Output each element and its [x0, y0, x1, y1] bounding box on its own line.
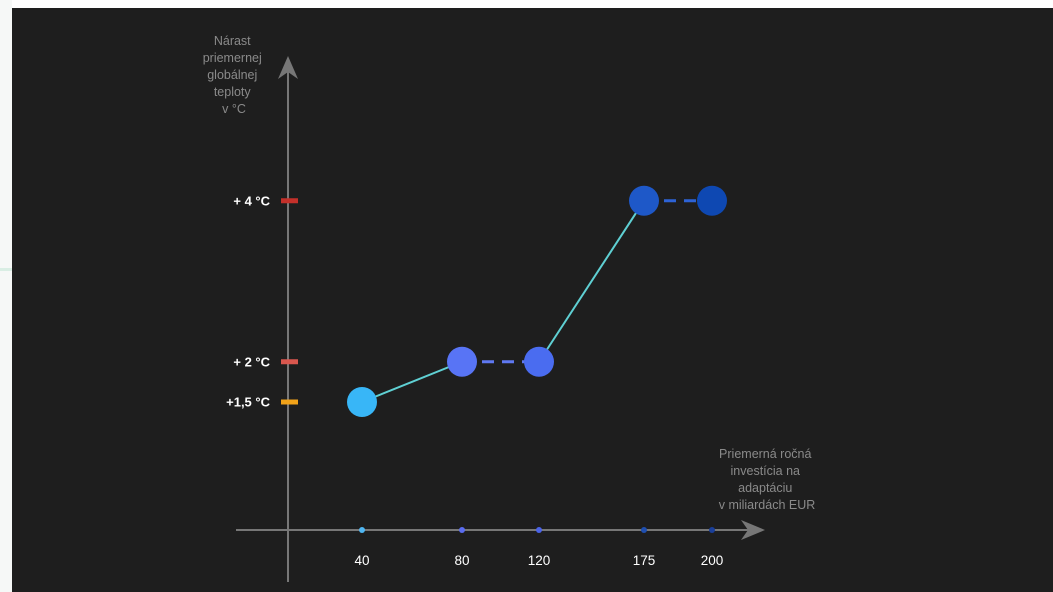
x-tick-label: 120 — [528, 553, 551, 568]
y-axis-label-line: v °C — [222, 102, 246, 116]
y-axis-label-line: priemernej — [203, 51, 262, 65]
x-tick-dot — [709, 527, 715, 533]
x-axis-label-line: investícia na — [731, 464, 801, 478]
x-tick-label: 175 — [633, 553, 656, 568]
chart-marks: +1,5 °C + 2 °C + 4 °C 40 80 120 175 200 — [226, 185, 727, 568]
trend-segment — [538, 200, 645, 363]
y-tick-label: + 2 °C — [233, 354, 270, 369]
data-point — [629, 185, 659, 216]
y-axis-label-line: Nárast — [214, 34, 251, 48]
x-tick-label: 200 — [701, 553, 724, 568]
y-tick-label: + 4 °C — [233, 193, 270, 208]
x-tick-dot — [641, 527, 647, 533]
chart: Nárast priemernej globálnej teploty v °C… — [203, 34, 816, 582]
y-axis-label-line: teploty — [214, 85, 252, 99]
trend-segment — [361, 360, 463, 403]
chart-panel: Nárast priemernej globálnej teploty v °C… — [12, 8, 1053, 592]
x-tick-label: 40 — [354, 553, 369, 568]
x-axis-label: Priemerná ročná investícia na adaptáciu … — [719, 447, 816, 512]
x-tick-dot — [536, 527, 542, 533]
y-tick-mark — [281, 359, 298, 365]
y-tick-mark — [281, 198, 298, 204]
top-margin — [0, 0, 1053, 8]
y-axis-label: Nárast priemernej globálnej teploty v °C — [203, 34, 266, 116]
y-tick-mark — [281, 399, 298, 405]
data-point — [347, 387, 377, 417]
left-margin — [0, 0, 12, 592]
data-point — [697, 185, 727, 216]
x-axis-label-line: Priemerná ročná — [719, 447, 811, 461]
x-tick-dot — [359, 527, 365, 533]
x-axis-label-line: adaptáciu — [738, 481, 792, 495]
data-point — [524, 346, 554, 377]
y-axis-label-line: globálnej — [207, 68, 257, 82]
data-point — [447, 346, 477, 377]
y-tick-label: +1,5 °C — [226, 395, 270, 410]
y-axis-arrow — [278, 56, 298, 79]
x-axis-arrow — [741, 520, 765, 540]
x-tick-dot — [459, 527, 465, 533]
x-tick-label: 80 — [454, 553, 469, 568]
x-axis-label-line: v miliardách EUR — [719, 498, 816, 512]
left-margin-accent — [0, 268, 12, 271]
